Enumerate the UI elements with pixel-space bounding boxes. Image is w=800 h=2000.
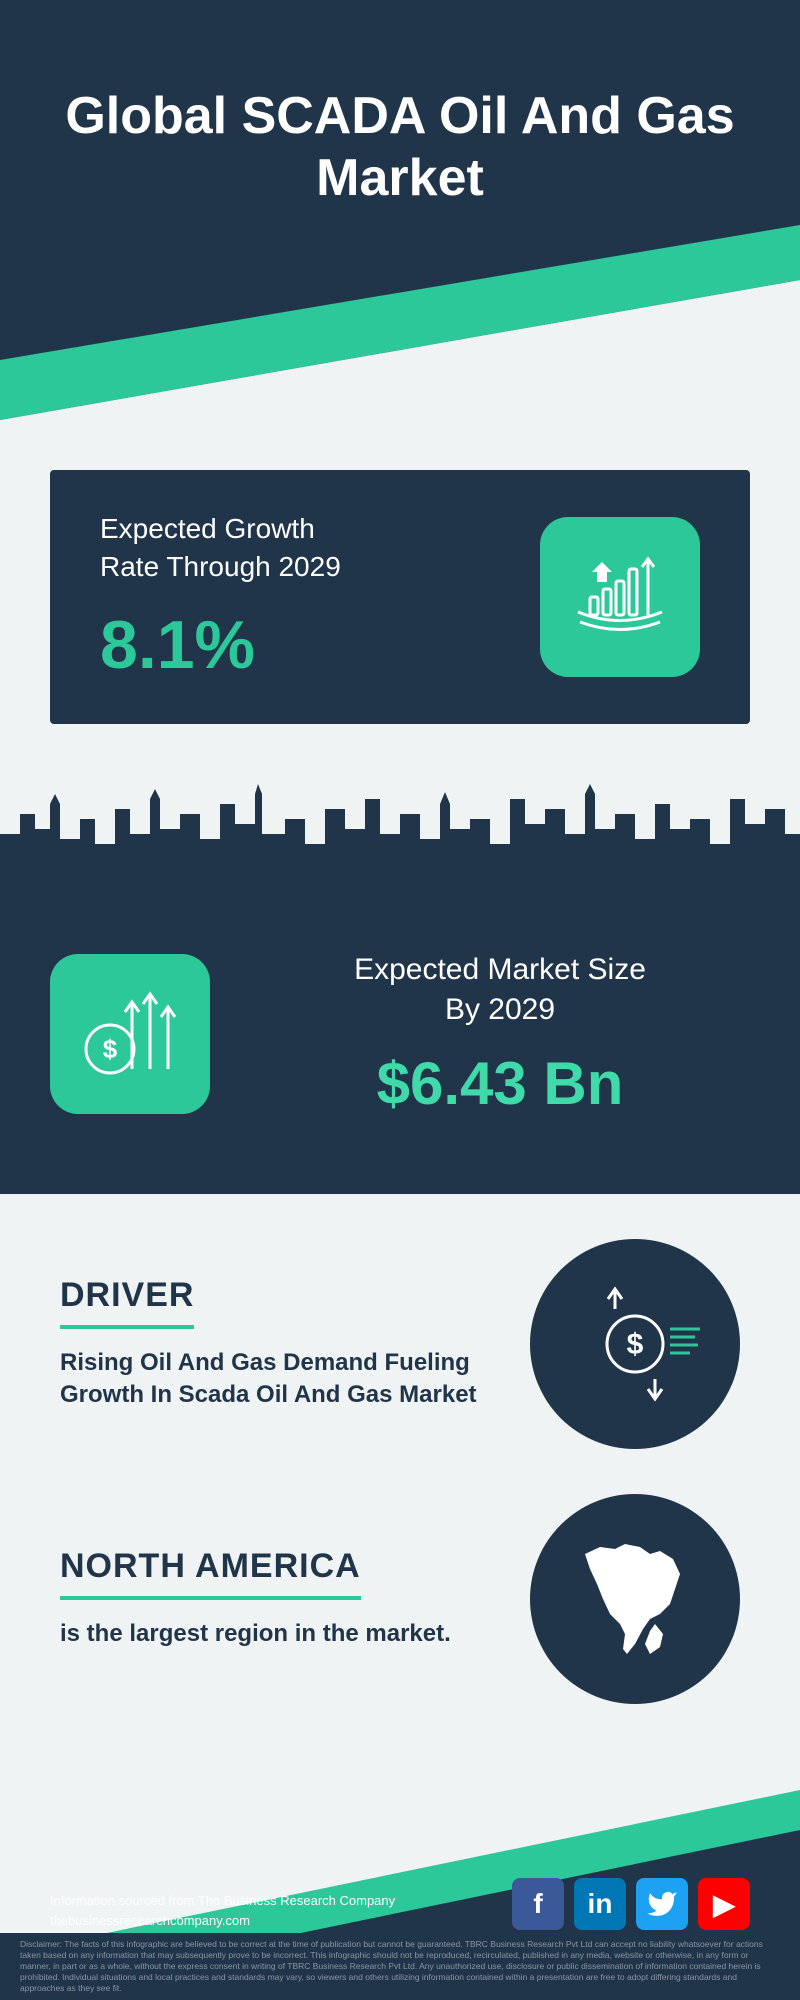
facebook-icon[interactable]: f: [512, 1878, 564, 1930]
market-size-label: Expected Market Size By 2029: [250, 950, 750, 1031]
youtube-icon[interactable]: ▶: [698, 1878, 750, 1930]
region-text: NORTH AMERICA is the largest region in t…: [60, 1547, 500, 1650]
growth-rate-card: Expected Growth Rate Through 2029 8.1%: [50, 470, 750, 724]
market-size-section: $ Expected Market Size By 2029 $6.43 Bn: [0, 774, 800, 1194]
driver-body: Rising Oil And Gas Demand Fueling Growth…: [60, 1347, 500, 1412]
growth-rate-value: 8.1%: [100, 606, 341, 684]
growth-chart-icon: [540, 517, 700, 677]
twitter-icon[interactable]: [636, 1878, 688, 1930]
driver-text: DRIVER Rising Oil And Gas Demand Fueling…: [60, 1276, 500, 1412]
growth-rate-text: Expected Growth Rate Through 2029 8.1%: [100, 510, 341, 684]
footer-section: Information sourced from The Business Re…: [0, 1730, 800, 2000]
footer-content: Information sourced from The Business Re…: [0, 1878, 800, 1930]
region-row: NORTH AMERICA is the largest region in t…: [0, 1449, 800, 1704]
hero-triangle-bg: [0, 0, 800, 420]
north-america-icon: [530, 1494, 740, 1704]
growth-rate-label: Expected Growth Rate Through 2029: [100, 510, 341, 586]
social-icons: f in ▶: [512, 1878, 750, 1930]
dollar-arrows-icon: $: [50, 954, 210, 1114]
market-size-card: $ Expected Market Size By 2029 $6.43 Bn: [0, 854, 800, 1194]
footer-source: Information sourced from The Business Re…: [50, 1891, 395, 1930]
region-body: is the largest region in the market.: [60, 1618, 500, 1650]
linkedin-icon[interactable]: in: [574, 1878, 626, 1930]
disclaimer-text: Disclaimer: The facts of this infographi…: [0, 1933, 800, 2000]
dollar-cycle-icon: $: [530, 1239, 740, 1449]
hero-section: Global SCADA Oil And Gas Market: [0, 0, 800, 420]
driver-row: DRIVER Rising Oil And Gas Demand Fueling…: [0, 1194, 800, 1449]
market-size-value: $6.43 Bn: [250, 1049, 750, 1118]
svg-text:$: $: [627, 1328, 644, 1361]
svg-text:$: $: [103, 1034, 118, 1064]
driver-heading: DRIVER: [60, 1276, 194, 1329]
page-title: Global SCADA Oil And Gas Market: [50, 85, 750, 210]
market-size-text: Expected Market Size By 2029 $6.43 Bn: [250, 950, 750, 1118]
region-heading: NORTH AMERICA: [60, 1547, 361, 1600]
